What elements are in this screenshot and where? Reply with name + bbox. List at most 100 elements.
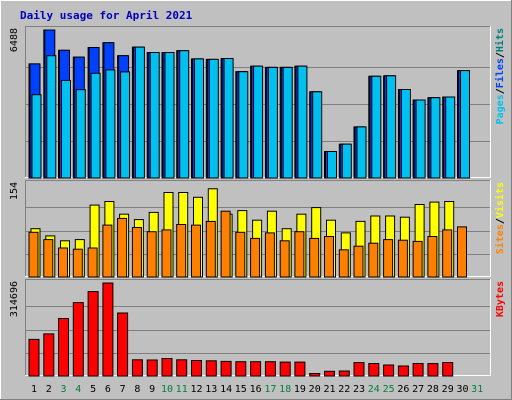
hits-files-pages-bar-pages-day-26	[400, 89, 411, 179]
hits-files-pages-bar-pages-day-3	[61, 79, 71, 179]
kbytes-bar-kbytes-day-7	[117, 312, 129, 377]
kbytes-bar-kbytes-day-6	[102, 282, 114, 377]
x-tick-label-day-8: 8	[134, 384, 140, 395]
hits-files-pages-bar-pages-day-25	[386, 75, 397, 179]
visits-sites-bar-sites-day-5	[87, 247, 98, 278]
kbytes-bar-kbytes-day-27	[412, 363, 424, 377]
visits-sites-bar-sites-day-14	[220, 210, 231, 278]
kbytes-bar-kbytes-day-13	[205, 360, 217, 377]
kbytes-bar-kbytes-day-3	[58, 318, 69, 377]
hits-files-pages-bar-pages-day-30	[460, 70, 470, 179]
visits-sites-bar-sites-day-22	[338, 249, 349, 278]
hits-files-pages-ymax-label: 6488	[9, 28, 20, 52]
visits-sites-bar-sites-day-2	[43, 239, 54, 278]
visits-sites-bar-sites-day-24	[368, 242, 379, 278]
kbytes-bar-kbytes-day-22	[338, 370, 350, 377]
hits-files-pages-bar-pages-day-19	[297, 65, 308, 179]
x-tick-label-day-7: 7	[120, 384, 126, 395]
visits-sites-bar-sites-day-21	[324, 236, 334, 278]
visits-sites-bar-sites-day-25	[383, 239, 394, 278]
x-axis-labels: 1 2 3 4 5 6 7 8 9 10 11 12 13 14 15 16 17 18 19 20 21 22 23 24 2…	[31, 384, 483, 395]
kbytes-bar-kbytes-day-8	[131, 359, 143, 377]
x-tick-label-day-25: 25	[383, 384, 395, 395]
kbytes-bar-kbytes-day-4	[72, 302, 84, 377]
hits-files-pages-bar-pages-day-23	[356, 126, 367, 179]
hits-files-pages-bar-pages-day-10	[164, 52, 175, 179]
kbytes-bar-kbytes-day-14	[220, 360, 232, 377]
visits-sites-bar-sites-day-9	[146, 231, 157, 278]
hits-files-pages-bar-pages-day-9	[149, 52, 160, 179]
kbytes-bar-kbytes-day-28	[427, 363, 439, 377]
visits-sites-legend-item-1: Sites	[494, 224, 506, 254]
hits-files-pages-bar-pages-day-1	[31, 94, 42, 179]
kbytes-bar-kbytes-day-9	[146, 359, 158, 377]
visits-sites-bar-sites-day-19	[294, 231, 305, 278]
x-tick-label-day-9: 9	[149, 384, 155, 395]
hits-files-pages-bar-pages-day-24	[371, 75, 382, 179]
hits-files-pages-bar-pages-day-13	[208, 58, 219, 179]
hits-files-pages-bar-pages-day-17	[267, 66, 278, 179]
kbytes-bar-kbytes-day-21	[324, 370, 335, 377]
visits-sites-bar-sites-day-11	[176, 224, 187, 278]
visits-sites-bar-sites-day-27	[412, 240, 423, 278]
kbytes-bar-kbytes-day-24	[368, 363, 380, 377]
hits-files-pages-bar-pages-day-28	[430, 97, 441, 179]
x-tick-label-day-10: 10	[161, 384, 173, 395]
hits-files-pages-bar-pages-day-15	[238, 71, 249, 179]
x-tick-label-day-29: 29	[442, 384, 454, 395]
hits-files-pages-bar-pages-day-5	[90, 72, 101, 179]
hits-files-pages-bar-pages-day-4	[75, 89, 86, 179]
hits-files-pages-bar-pages-day-12	[194, 58, 204, 179]
visits-sites-bar-sites-day-18	[279, 240, 290, 278]
x-tick-label-day-26: 26	[397, 384, 409, 395]
hits-files-pages-bar-pages-day-21	[327, 151, 337, 179]
visits-sites-bar-sites-day-20	[309, 237, 320, 278]
chart-panels: 6488Pages/Files/Hits154Sites/Visits31469…	[9, 26, 506, 377]
visits-sites-bar-sites-day-28	[427, 236, 438, 278]
kbytes-bar-kbytes-day-29	[442, 362, 454, 377]
x-tick-label-day-6: 6	[105, 384, 111, 395]
visits-sites-legend-item-3: Visits	[494, 182, 506, 218]
hits-files-pages-bar-pages-day-6	[105, 69, 116, 179]
hits-files-pages-legend-item-2: /	[495, 88, 506, 94]
x-tick-label-day-21: 21	[323, 384, 335, 395]
hits-files-pages-legend-item-3: Files	[494, 58, 506, 88]
visits-sites-bar-sites-day-6	[102, 224, 113, 278]
hits-files-pages-bar-pages-day-7	[120, 71, 131, 179]
kbytes-legend-item-1: KBytes	[495, 281, 506, 317]
x-tick-label-day-11: 11	[176, 384, 188, 395]
x-tick-label-day-14: 14	[220, 384, 232, 395]
x-tick-label-day-31: 31	[471, 384, 483, 395]
visits-sites-bar-sites-day-12	[191, 224, 201, 278]
hits-files-pages-bar-pages-day-11	[179, 50, 190, 179]
x-tick-label-day-16: 16	[250, 384, 262, 395]
visits-sites-bar-sites-day-7	[117, 217, 128, 278]
x-tick-label-day-28: 28	[427, 384, 439, 395]
hits-files-pages-bar-pages-day-2	[46, 55, 57, 179]
kbytes-bar-kbytes-day-10	[161, 358, 173, 377]
x-tick-label-day-12: 12	[190, 384, 202, 395]
hits-files-pages-bar-pages-day-16	[253, 65, 264, 179]
visits-sites-ymax-label: 154	[9, 182, 20, 200]
kbytes-bar-kbytes-day-2	[43, 333, 55, 377]
visits-sites-bar-sites-day-3	[58, 247, 68, 278]
hits-files-pages-bar-pages-day-22	[341, 143, 352, 179]
visits-sites-legend: Sites/Visits	[494, 182, 506, 254]
x-tick-label-day-5: 5	[90, 384, 96, 395]
x-tick-label-day-19: 19	[294, 384, 306, 395]
visits-sites-bar-sites-day-16	[250, 237, 261, 278]
x-tick-label-day-30: 30	[456, 384, 468, 395]
visits-sites-bar-sites-day-17	[264, 232, 275, 278]
x-tick-label-day-23: 23	[353, 384, 365, 395]
hits-files-pages-bar-pages-day-20	[312, 91, 323, 179]
visits-sites-bar-sites-day-10	[161, 229, 172, 278]
kbytes-bar-kbytes-day-25	[383, 364, 395, 377]
kbytes-bar-kbytes-day-19	[294, 361, 306, 377]
x-tick-label-day-4: 4	[75, 384, 81, 395]
x-tick-label-day-20: 20	[309, 384, 321, 395]
hits-files-pages-legend-item-4: /	[495, 52, 506, 58]
x-tick-label-day-22: 22	[338, 384, 350, 395]
visits-sites-bar-sites-day-26	[397, 239, 408, 278]
kbytes-bar-kbytes-day-18	[279, 361, 291, 377]
hits-files-pages-bar-pages-day-29	[445, 96, 456, 179]
